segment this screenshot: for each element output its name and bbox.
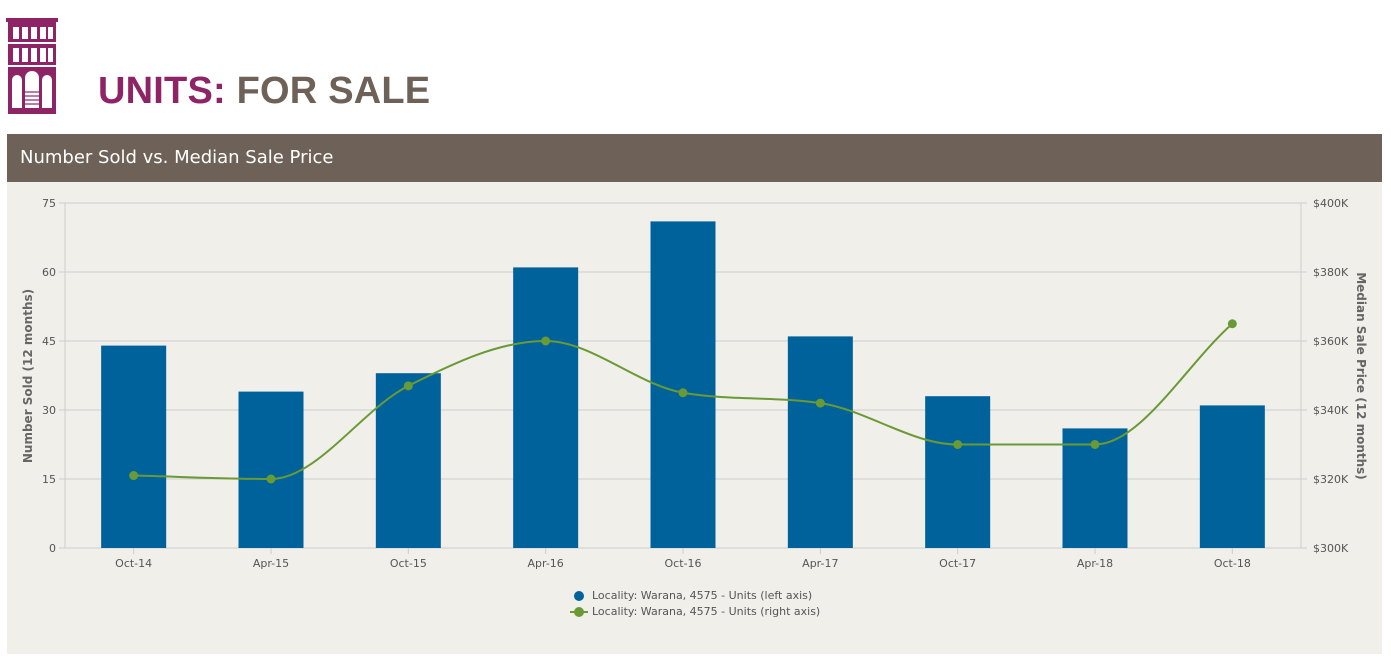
bar[interactable] bbox=[375, 373, 441, 548]
y-tick-label-right: $300K bbox=[1313, 542, 1349, 555]
price-point[interactable] bbox=[953, 440, 963, 449]
price-point[interactable] bbox=[815, 398, 825, 408]
page-title: UNITS: FOR SALE bbox=[98, 70, 430, 113]
price-point[interactable] bbox=[1227, 319, 1237, 329]
y-axis-label-right: Median Sale Price (12 months) bbox=[1354, 272, 1368, 480]
legend-marker-bars bbox=[574, 591, 584, 601]
x-tick-label: Apr-17 bbox=[802, 557, 838, 570]
price-point[interactable] bbox=[129, 471, 139, 481]
legend-item-line[interactable]: Locality: Warana, 4575 - Units (right ax… bbox=[570, 604, 820, 620]
x-tick-label: Oct-15 bbox=[390, 557, 427, 570]
bar[interactable] bbox=[513, 267, 579, 548]
y-tick-label-right: $340K bbox=[1313, 404, 1349, 417]
bar[interactable] bbox=[101, 345, 167, 548]
y-tick-label-right: $320K bbox=[1313, 473, 1349, 486]
page-title-part2: FOR SALE bbox=[236, 70, 431, 112]
x-tick-label: Apr-15 bbox=[253, 557, 289, 570]
y-tick-label-right: $360K bbox=[1313, 335, 1349, 348]
y-tick-label-left: 60 bbox=[42, 266, 56, 279]
x-tick-label: Oct-17 bbox=[939, 557, 976, 570]
y-tick-label-left: 45 bbox=[42, 335, 56, 348]
y-tick-label-left: 15 bbox=[42, 473, 56, 486]
bar[interactable] bbox=[238, 391, 304, 548]
chart-panel: 0 15 30 45 60 75 $300K $320K $340K $360K $380K $40… bbox=[7, 182, 1382, 654]
bar[interactable] bbox=[1199, 405, 1265, 548]
legend-label-line: Locality: Warana, 4575 - Units (right ax… bbox=[592, 605, 821, 618]
page-title-part1: UNITS: bbox=[98, 70, 226, 112]
price-point[interactable] bbox=[541, 336, 551, 346]
x-tick-label: Oct-14 bbox=[115, 557, 152, 570]
y-tick-label-right: $400K bbox=[1313, 197, 1349, 210]
x-tick-label: Apr-18 bbox=[1077, 557, 1113, 570]
x-tick-label: Oct-16 bbox=[665, 557, 702, 570]
combo-chart: 0 15 30 45 60 75 $300K $320K $340K $360K $380K $40… bbox=[21, 197, 1368, 570]
x-tick-label: Oct-18 bbox=[1214, 557, 1251, 570]
bar[interactable] bbox=[787, 336, 853, 548]
legend-label-bars: Locality: Warana, 4575 - Units (left axi… bbox=[592, 589, 813, 602]
panel-title: Number Sold vs. Median Sale Price bbox=[20, 147, 334, 168]
y-tick-label-left: 0 bbox=[49, 542, 56, 555]
price-point[interactable] bbox=[266, 474, 276, 484]
price-point[interactable] bbox=[1090, 440, 1100, 449]
panel-header: Number Sold vs. Median Sale Price bbox=[7, 134, 1382, 182]
bar[interactable] bbox=[925, 396, 991, 548]
building-icon bbox=[6, 18, 58, 114]
legend-item-bars[interactable]: Locality: Warana, 4575 - Units (left axi… bbox=[570, 588, 820, 604]
price-point[interactable] bbox=[678, 388, 688, 398]
y-tick-label-left: 75 bbox=[42, 197, 56, 210]
y-tick-label-right: $380K bbox=[1313, 266, 1349, 279]
x-tick-label: Apr-16 bbox=[528, 557, 564, 570]
bar[interactable] bbox=[650, 221, 716, 548]
legend-marker-line bbox=[570, 607, 588, 617]
y-axis-label-left: Number Sold (12 months) bbox=[21, 289, 35, 463]
legend: Locality: Warana, 4575 - Units (left axi… bbox=[570, 588, 820, 620]
y-tick-label-left: 30 bbox=[42, 404, 56, 417]
price-point[interactable] bbox=[403, 381, 413, 391]
